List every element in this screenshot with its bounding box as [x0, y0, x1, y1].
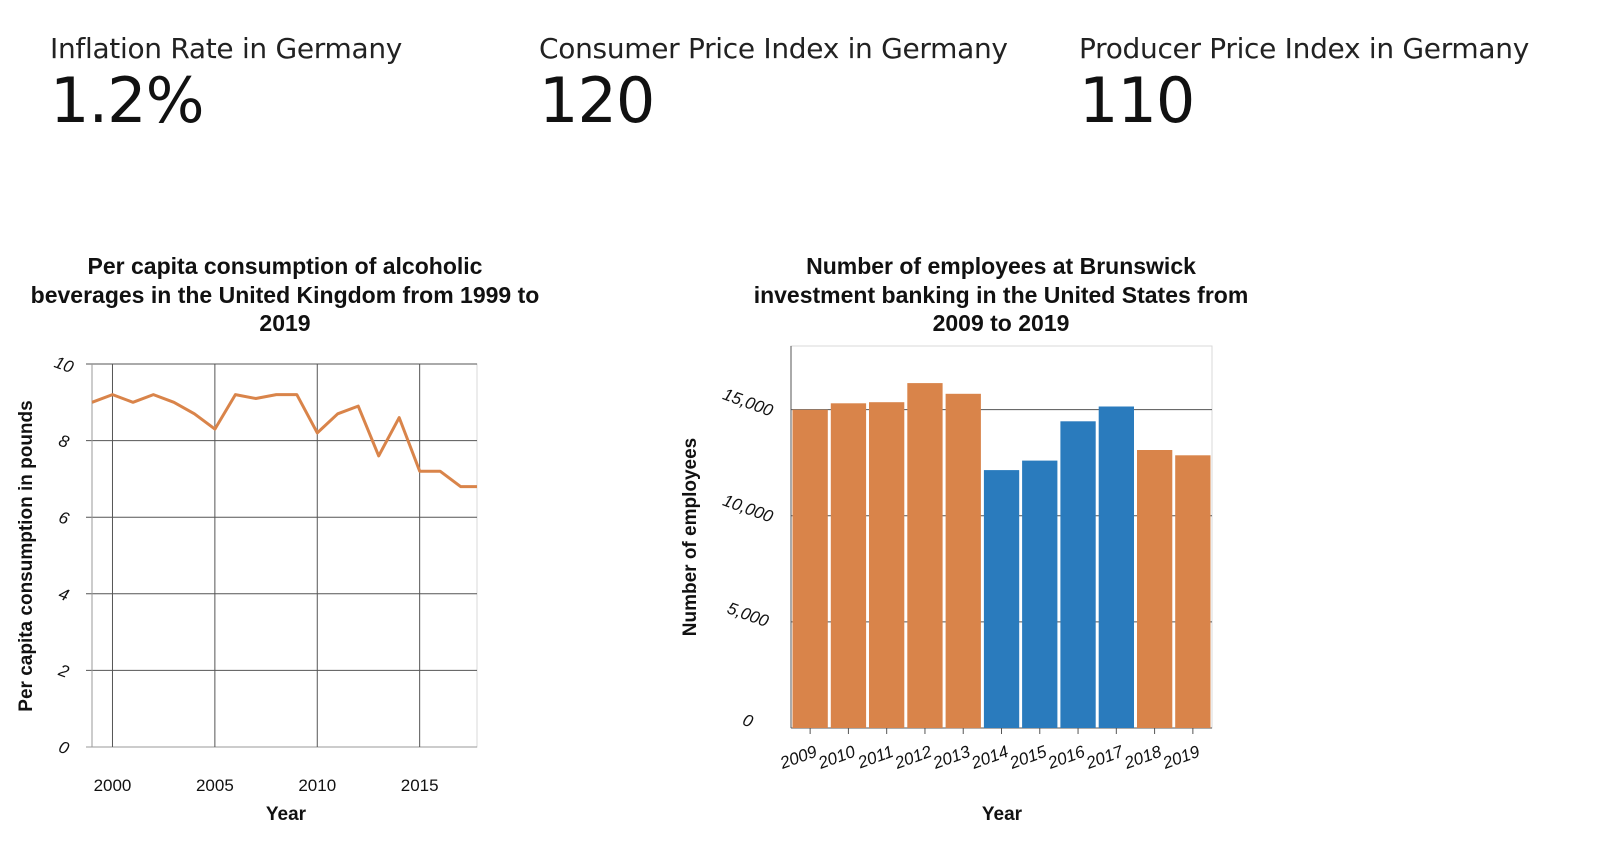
y-tick-label: 4 [56, 584, 71, 605]
kpi-consumer-price-index: Consumer Price Index in Germany 120 [539, 32, 1008, 133]
y-tick-labels: 0 2 4 6 8 10 [52, 353, 77, 759]
kpi-inflation-rate: Inflation Rate in Germany 1.2% [50, 32, 402, 133]
bars [792, 383, 1211, 729]
y-tick-label: 10 [52, 353, 77, 378]
bar [869, 402, 905, 728]
x-tick-label: 2019 [1159, 742, 1202, 773]
x-tick-label: 2010 [815, 742, 858, 773]
y-tick-label: 5,000 [725, 599, 772, 632]
x-tick-label: 2018 [1121, 742, 1164, 773]
x-tick-label: 2005 [196, 776, 234, 795]
x-tick-label: 2013 [930, 742, 973, 773]
series-line [91, 393, 477, 489]
kpi-value: 120 [539, 64, 655, 137]
y-axis-title: Number of employees [680, 438, 701, 637]
kpi-producer-price-index: Producer Price Index in Germany 110 [1079, 32, 1529, 133]
y-tick-label: 10,000 [720, 491, 776, 527]
x-tick-label: 2015 [401, 776, 439, 795]
kpi-value: 1.2% [50, 64, 205, 137]
chart-title-line-1: Number of employees at Brunswick [806, 253, 1196, 279]
x-tick-label: 2011 [854, 742, 896, 773]
bar [1060, 421, 1096, 728]
x-tick-labels: 2000 2005 2010 2015 [94, 776, 439, 795]
x-tick-label: 2000 [94, 776, 132, 795]
x-tick-label: 2016 [1044, 742, 1087, 773]
y-tick-label: 15,000 [720, 385, 776, 421]
alcohol-consumption-line-chart: Per capita consumption of alcoholic beve… [16, 253, 540, 825]
bar [983, 470, 1020, 728]
bar [830, 403, 867, 728]
x-tick-label: 2017 [1083, 742, 1126, 773]
y-tick-labels: 0 5,000 10,000 15,000 [720, 385, 776, 732]
x-tick-label: 2012 [891, 742, 934, 773]
chart-title-line-1: Per capita consumption of alcoholic [88, 253, 483, 279]
y-tick-label: 2 [55, 660, 72, 682]
y-tick-label: 0 [740, 710, 756, 731]
y-tick-label: 0 [56, 737, 72, 758]
bar [907, 383, 943, 728]
bar [1098, 406, 1134, 728]
kpi-value: 110 [1079, 64, 1195, 137]
chart-title-line-3: 2009 to 2019 [933, 310, 1070, 336]
x-tick-label: 2010 [298, 776, 336, 795]
chart-title-line-3: 2019 [259, 310, 310, 336]
bar [1175, 455, 1211, 728]
y-tick-label: 6 [56, 507, 72, 528]
y-tick-label: 8 [56, 431, 72, 452]
bar [1022, 460, 1058, 728]
y-axis-title: Per capita consumption in pounds [16, 400, 37, 711]
x-tick-label: 2014 [968, 742, 1011, 773]
bar [945, 393, 981, 729]
kpi-label: Inflation Rate in Germany [50, 32, 403, 65]
chart-title-line-2: investment banking in the United States … [754, 282, 1249, 308]
kpi-label: Producer Price Index in Germany [1079, 32, 1529, 65]
x-tick-labels: 2009201020112012201320142015201620172018… [777, 742, 1203, 773]
kpi-label: Consumer Price Index in Germany [539, 32, 1008, 65]
grid [86, 363, 478, 748]
brunswick-employees-bar-chart: Number of employees at Brunswick investm… [680, 253, 1249, 825]
bar [1137, 450, 1173, 728]
x-tick-label: 2015 [1006, 742, 1049, 773]
bar [792, 409, 828, 728]
x-axis-title: Year [982, 804, 1023, 825]
x-axis-title: Year [266, 804, 307, 825]
chart-title-line-2: beverages in the United Kingdom from 199… [31, 282, 540, 308]
x-tick-label: 2009 [777, 742, 820, 773]
